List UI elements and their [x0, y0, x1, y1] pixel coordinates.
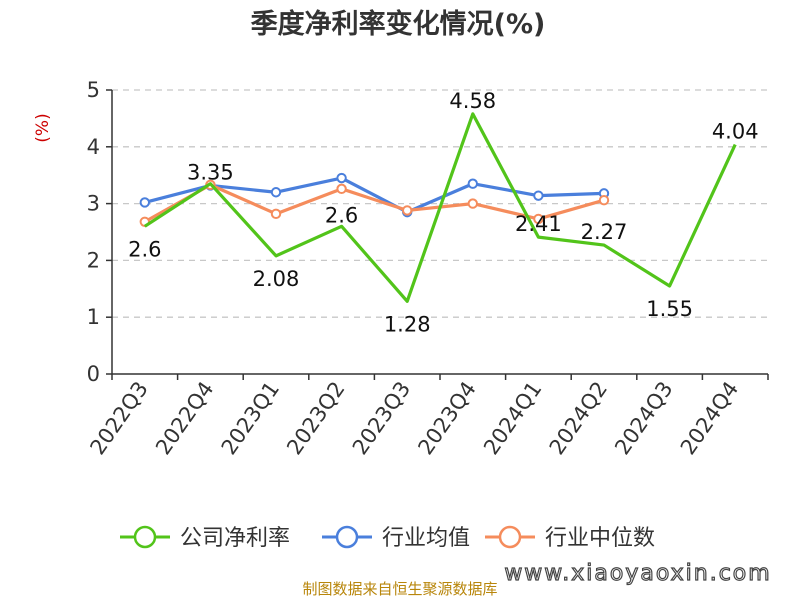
data-point[interactable] — [402, 205, 413, 216]
legend-item[interactable]: 行业均值 — [322, 525, 470, 551]
legend-label: 行业中位数 — [545, 526, 655, 551]
data-point[interactable] — [533, 190, 544, 201]
x-tick-label: 2023Q2 — [282, 377, 349, 459]
watermark: www.xiaoyaoxin.com — [504, 561, 771, 586]
y-tick-label: 3 — [87, 192, 100, 216]
data-label: 2.6 — [325, 203, 358, 227]
data-label: 2.6 — [128, 237, 161, 261]
x-tick-label: 2022Q3 — [85, 377, 152, 459]
data-point[interactable] — [467, 178, 478, 189]
legend-marker — [133, 525, 157, 549]
x-tick-label: 2024Q2 — [545, 377, 612, 459]
x-tick-label: 2024Q1 — [479, 377, 546, 459]
x-tick-label: 2023Q4 — [413, 377, 480, 459]
x-tick-label: 2022Q4 — [151, 377, 218, 459]
data-point[interactable] — [598, 194, 610, 206]
data-point[interactable] — [336, 183, 347, 195]
data-label: 4.58 — [449, 89, 496, 113]
data-labels: 2.6 3.35 2.08 2.6 1.28 4.58 2.41 2.27 1.55 4.04 — [128, 89, 758, 336]
data-point[interactable] — [467, 198, 478, 209]
x-tick-label: 2024Q3 — [610, 377, 677, 459]
y-tick-label: 1 — [87, 305, 100, 329]
legend-marker — [335, 525, 359, 549]
y-tick-label: 2 — [87, 248, 100, 272]
legend-item[interactable]: 行业中位数 — [485, 525, 655, 551]
legend-label: 行业均值 — [382, 526, 470, 551]
x-tick-label: 2023Q1 — [217, 377, 284, 459]
legend-marker — [498, 525, 522, 549]
x-tick-label: 2024Q4 — [676, 377, 743, 459]
axes: 0 1 2 3 4 5 2022Q32022Q42023Q12023Q22023Q32023… — [85, 78, 769, 459]
data-label: 2.27 — [581, 220, 628, 244]
y-tick-label: 5 — [87, 78, 100, 102]
source-note: 制图数据来自恒生聚源数据库 — [302, 580, 497, 598]
y-tick-label: 4 — [87, 135, 100, 159]
data-point[interactable] — [336, 172, 347, 184]
series-group — [139, 112, 737, 303]
data-label: 4.04 — [712, 120, 759, 144]
data-label: 1.28 — [384, 312, 431, 336]
data-point[interactable] — [270, 187, 282, 198]
x-tick-label: 2023Q3 — [348, 377, 415, 459]
data-point[interactable] — [139, 197, 151, 208]
chart-title: 季度净利率变化情况(%) — [251, 8, 546, 40]
legend-item[interactable]: 公司净利率 — [120, 525, 290, 551]
data-label: 2.08 — [253, 267, 300, 291]
data-label: 1.55 — [646, 297, 693, 321]
y-tick-label: 0 — [87, 362, 100, 386]
data-point[interactable] — [270, 208, 282, 220]
series-line-1 — [144, 176, 605, 214]
series-line-0 — [143, 112, 737, 303]
legend-label: 公司净利率 — [180, 526, 290, 551]
data-point[interactable] — [533, 213, 544, 225]
legend[interactable]: 公司净利率 行业均值 行业中位数 — [120, 525, 655, 551]
data-label: 2.41 — [515, 212, 562, 236]
y-axis-unit: (%) — [33, 113, 53, 142]
data-label: 3.35 — [187, 161, 234, 185]
